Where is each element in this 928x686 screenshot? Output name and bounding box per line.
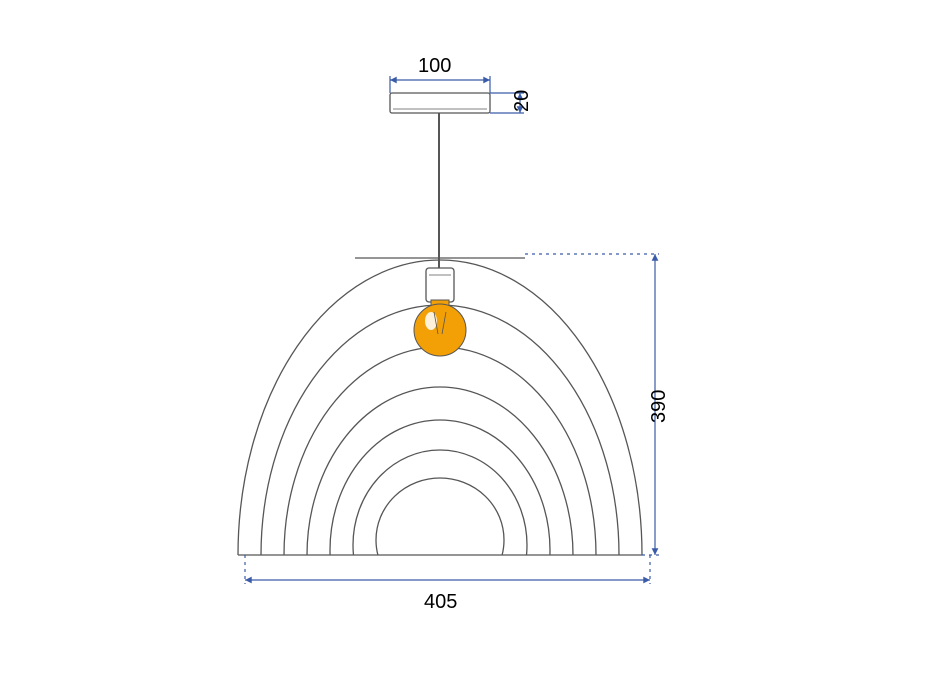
dim-label-canopy-height: 20: [511, 90, 533, 112]
dim-label-shade-height: 390: [648, 390, 670, 423]
dim-label-shade-width: 405: [424, 591, 457, 613]
lamp-hardware: [390, 93, 490, 356]
dim-label-canopy-width: 100: [418, 55, 451, 77]
lamp-dimension-drawing: 100 20 390 405: [0, 0, 928, 686]
